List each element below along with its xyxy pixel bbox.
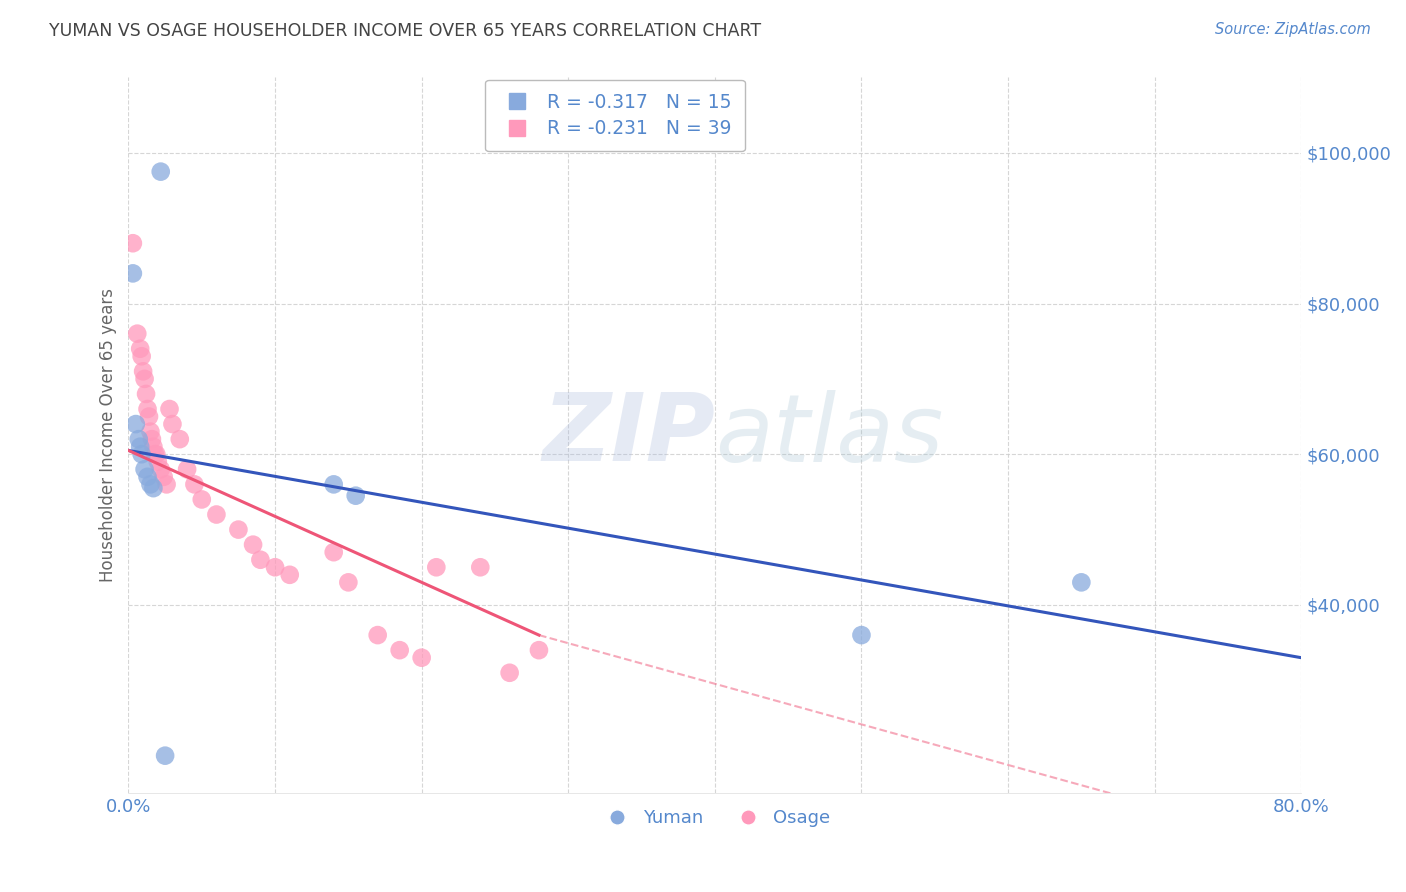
Point <box>131 447 153 461</box>
Point <box>278 567 301 582</box>
Point <box>249 553 271 567</box>
Point <box>205 508 228 522</box>
Point <box>344 489 367 503</box>
Point <box>122 266 145 280</box>
Point <box>139 477 162 491</box>
Point <box>388 643 411 657</box>
Point <box>337 575 360 590</box>
Point <box>145 447 167 461</box>
Point <box>322 545 344 559</box>
Point <box>142 481 165 495</box>
Point <box>134 462 156 476</box>
Point <box>183 477 205 491</box>
Legend: Yuman, Osage: Yuman, Osage <box>592 802 838 834</box>
Point <box>141 432 163 446</box>
Point <box>129 342 152 356</box>
Point <box>1070 575 1092 590</box>
Point <box>176 462 198 476</box>
Text: ZIP: ZIP <box>541 390 714 482</box>
Point <box>169 432 191 446</box>
Text: YUMAN VS OSAGE HOUSEHOLDER INCOME OVER 65 YEARS CORRELATION CHART: YUMAN VS OSAGE HOUSEHOLDER INCOME OVER 6… <box>49 22 761 40</box>
Point <box>470 560 492 574</box>
Point <box>153 748 176 763</box>
Point <box>131 349 153 363</box>
Point <box>191 492 214 507</box>
Point <box>527 643 550 657</box>
Point <box>149 462 172 476</box>
Point <box>851 628 873 642</box>
Point <box>122 236 145 251</box>
Point <box>322 477 344 491</box>
Text: atlas: atlas <box>714 390 943 481</box>
Point <box>132 364 155 378</box>
Point <box>139 425 162 439</box>
Text: Source: ZipAtlas.com: Source: ZipAtlas.com <box>1215 22 1371 37</box>
Point <box>242 538 264 552</box>
Point <box>264 560 287 574</box>
Point <box>143 447 166 461</box>
Point <box>128 432 150 446</box>
Point <box>159 402 181 417</box>
Point <box>162 417 184 431</box>
Point <box>411 650 433 665</box>
Point <box>136 402 159 417</box>
Point <box>228 523 250 537</box>
Point <box>138 409 160 424</box>
Point <box>149 164 172 178</box>
Point <box>146 455 169 469</box>
Y-axis label: Householder Income Over 65 years: Householder Income Over 65 years <box>100 288 117 582</box>
Point <box>425 560 447 574</box>
Point <box>152 470 174 484</box>
Point <box>134 372 156 386</box>
Point <box>135 387 157 401</box>
Point <box>498 665 520 680</box>
Point <box>155 477 177 491</box>
Point <box>125 417 148 431</box>
Point <box>136 470 159 484</box>
Point <box>367 628 389 642</box>
Point <box>129 440 152 454</box>
Point <box>127 326 149 341</box>
Point <box>142 440 165 454</box>
